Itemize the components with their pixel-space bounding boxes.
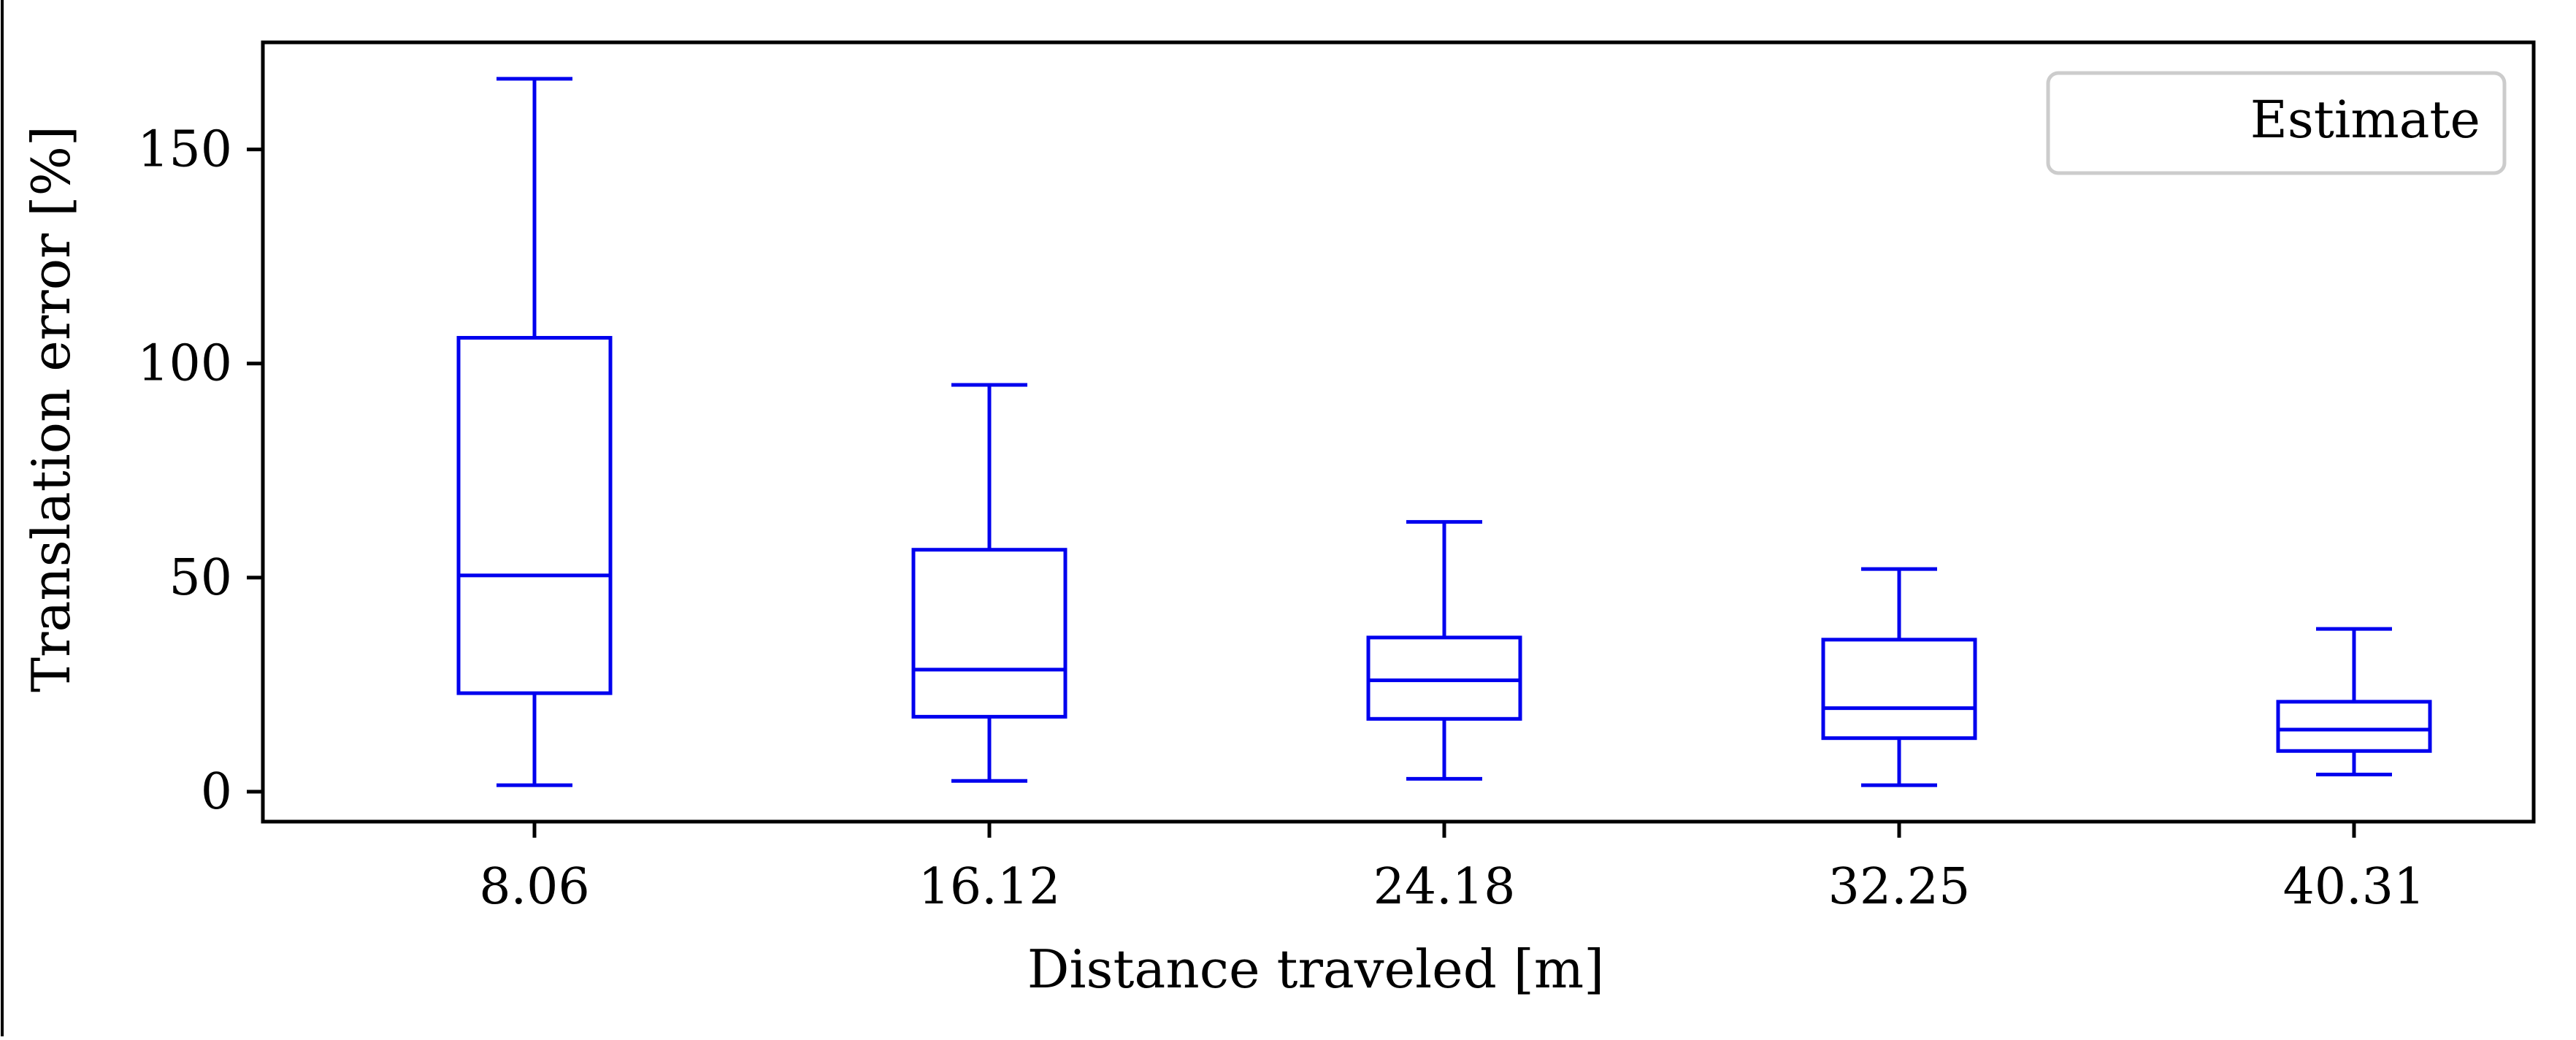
box-body-4 [2276, 700, 2432, 753]
y-tick-label-100: 100 [137, 335, 232, 393]
x-tick-label-3: 32.25 [1828, 858, 1971, 916]
box-2 [1366, 520, 1522, 781]
x-tick-label-0: 8.06 [479, 858, 589, 916]
y-tick-label-0: 0 [201, 763, 232, 821]
x-tick-label-1: 16.12 [919, 858, 1061, 916]
x-tick-label-4: 40.31 [2283, 858, 2426, 916]
boxes-layer [456, 77, 2432, 787]
box-1 [911, 383, 1067, 783]
y-tick-label-50: 50 [169, 549, 232, 607]
box-body-0 [456, 336, 613, 695]
box-body-3 [1821, 638, 1977, 741]
y-axis-label: Translation error [%] [20, 126, 82, 692]
x-tick-label-2: 24.18 [1373, 858, 1516, 916]
box-body-1 [911, 548, 1067, 719]
x-axis-label: Distance traveled [m] [1027, 938, 1604, 1000]
legend-frame [2046, 71, 2507, 175]
box-3 [1821, 567, 1977, 787]
y-axis: 0 50 100 150 [137, 121, 263, 821]
box-body-2 [1366, 635, 1522, 721]
legend: Estimate [2046, 71, 2507, 175]
x-axis: 8.06 16.12 24.18 32.25 40.31 [479, 822, 2425, 916]
plot-frame [261, 40, 2536, 824]
y-tick-label-150: 150 [137, 121, 232, 179]
box-0 [456, 77, 613, 787]
legend-entry-estimate: Estimate [2250, 90, 2480, 150]
box-4 [2276, 627, 2432, 777]
